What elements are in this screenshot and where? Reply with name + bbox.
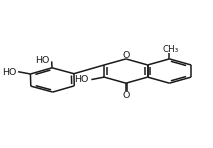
Text: HO: HO: [75, 75, 89, 84]
Text: CH₃: CH₃: [162, 45, 178, 54]
Text: O: O: [122, 91, 130, 99]
Text: O: O: [122, 51, 130, 60]
Text: HO: HO: [36, 56, 50, 65]
Text: HO: HO: [2, 68, 16, 77]
